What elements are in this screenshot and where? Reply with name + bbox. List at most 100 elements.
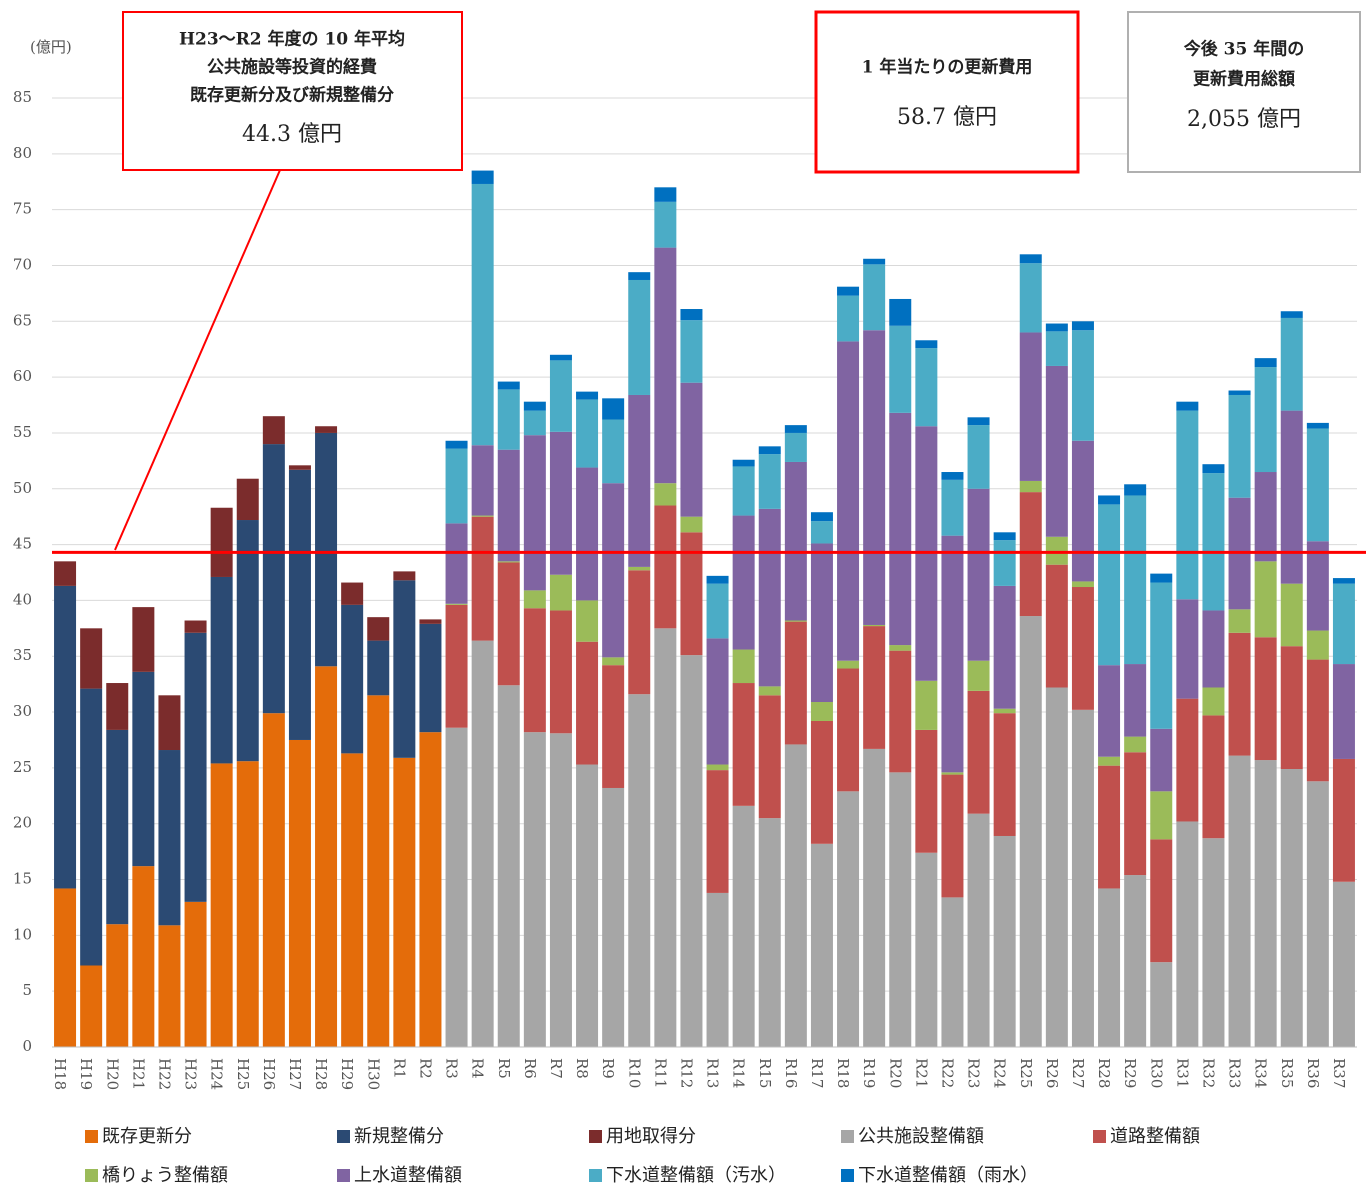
bar-segment: [184, 901, 207, 1047]
bar-segment: [967, 425, 990, 489]
bar-segment: [706, 764, 729, 771]
bar-segment: [497, 561, 520, 563]
x-tick-label: R25: [1017, 1058, 1035, 1088]
annotation-box: [814, 10, 1080, 174]
legend-swatch: [589, 1130, 602, 1143]
bar-segment: [1254, 367, 1277, 473]
bar-segment: [1254, 637, 1277, 761]
bar-segment: [1150, 791, 1173, 840]
bar-segment: [523, 732, 546, 1047]
bar-segment: [576, 399, 599, 468]
bar-segment: [1202, 838, 1225, 1047]
legend-swatch: [841, 1169, 854, 1182]
bar-segment: [1124, 484, 1147, 496]
bar-segment: [993, 708, 1016, 714]
bar-segment: [576, 764, 599, 1047]
bar-segment: [602, 657, 625, 666]
bar-segment: [1280, 317, 1303, 411]
bar-segment: [419, 732, 442, 1047]
bar-segment: [445, 727, 468, 1047]
bar-segment: [758, 508, 781, 687]
bar-segment: [1202, 610, 1225, 688]
bar-segment: [758, 686, 781, 696]
x-tick-label: R11: [651, 1058, 669, 1088]
bar-segment: [1098, 495, 1121, 505]
x-tick-label: R4: [469, 1058, 487, 1079]
bar-segment: [1332, 758, 1355, 882]
x-tick-label: R5: [495, 1058, 513, 1079]
bar-segment: [1280, 311, 1303, 318]
bar-segment: [471, 515, 494, 517]
bar-segment: [367, 695, 390, 1047]
x-tick-label: H30: [364, 1058, 382, 1090]
bar-segment: [706, 892, 729, 1047]
legend-swatch: [337, 1130, 350, 1143]
bar-segment: [628, 570, 651, 695]
bar-segment: [1280, 410, 1303, 584]
bar-segment: [1124, 736, 1147, 753]
bar-segment: [602, 483, 625, 658]
x-tick-label: R15: [756, 1058, 774, 1088]
bar-segment: [1306, 781, 1329, 1047]
bar-segment: [210, 763, 233, 1047]
x-tick-label: H29: [338, 1058, 356, 1090]
bar-segment: [367, 640, 390, 696]
bar-segment: [993, 540, 1016, 586]
x-tick-label: R7: [547, 1058, 565, 1079]
x-tick-label: R32: [1199, 1058, 1217, 1088]
annotation-box: [122, 11, 463, 171]
bar-segment: [602, 419, 625, 484]
bar-segment: [262, 416, 285, 445]
bar-segment: [1202, 687, 1225, 716]
x-tick-label: H20: [103, 1058, 121, 1090]
bar-segment: [967, 690, 990, 814]
bar-segment: [732, 683, 755, 806]
bar-segment: [1176, 821, 1199, 1047]
legend-swatch: [841, 1130, 854, 1143]
bar-segment: [1202, 473, 1225, 611]
bar-segment: [549, 360, 572, 432]
bar-segment: [1045, 564, 1068, 688]
bar-segment: [393, 571, 416, 581]
bar-segment: [158, 750, 181, 926]
bar-segment: [210, 576, 233, 764]
x-tick-label: H26: [260, 1058, 278, 1090]
bar-segment: [523, 401, 546, 411]
bar-segment: [706, 575, 729, 584]
bar-segment: [1071, 709, 1094, 1047]
bar-segment: [863, 330, 886, 625]
bar-segment: [941, 535, 964, 773]
bar-segment: [628, 566, 651, 571]
bar-segment: [158, 695, 181, 751]
x-tick-label: H25: [234, 1058, 252, 1090]
bar-segment: [1019, 492, 1042, 617]
x-tick-label: R12: [677, 1058, 695, 1088]
x-tick-label: R31: [1173, 1058, 1191, 1088]
bar-segment: [549, 431, 572, 575]
bar-segment: [784, 620, 807, 622]
bar-segment: [1045, 536, 1068, 565]
bar-segment: [941, 774, 964, 898]
bar-segment: [680, 309, 703, 321]
x-tick-label: R19: [860, 1058, 878, 1088]
x-tick-label: R16: [782, 1058, 800, 1088]
bar-segment: [523, 410, 546, 436]
bar-segment: [784, 425, 807, 433]
bar-segment: [680, 516, 703, 533]
bar-segment: [1019, 332, 1042, 481]
bar-segment: [1332, 583, 1355, 665]
bar-segment: [863, 624, 886, 627]
bar-segment: [1124, 495, 1147, 665]
bar-segment: [236, 761, 259, 1047]
y-tick-label: 40: [13, 590, 32, 608]
bar-segment: [576, 391, 599, 400]
bar-segment: [341, 604, 364, 754]
bar-segment: [732, 515, 755, 650]
bar-segment: [654, 628, 677, 1047]
bar-segment: [1254, 760, 1277, 1047]
legend-label: 既存更新分: [102, 1126, 192, 1147]
bar-segment: [810, 720, 833, 844]
bar-segment: [680, 320, 703, 383]
legend-label: 橋りょう整備額: [102, 1165, 228, 1186]
bar-segment: [54, 561, 77, 586]
